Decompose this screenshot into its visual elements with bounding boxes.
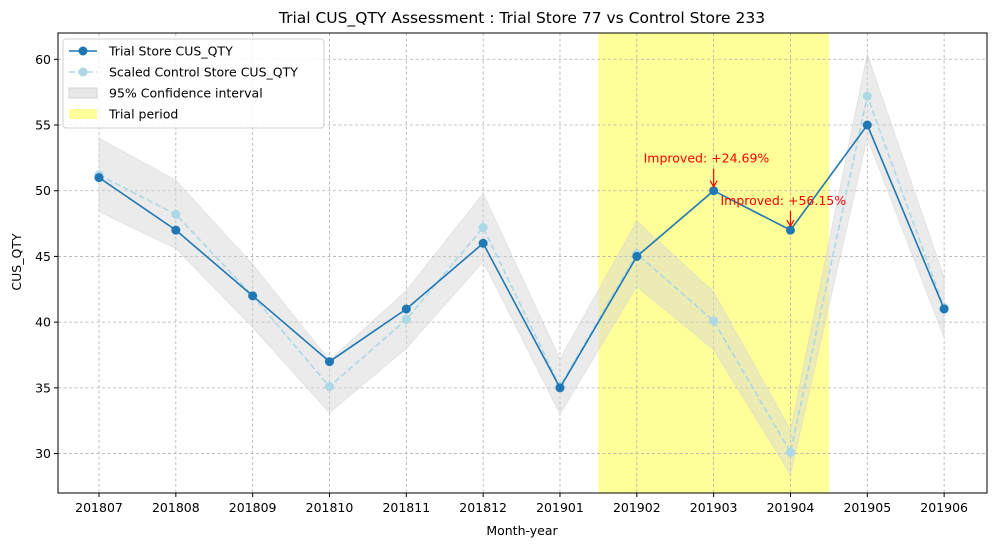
x-tick-label: 201807 [75,500,123,515]
legend-label-trial-period: Trial period [108,107,178,122]
legend-label-control: Scaled Control Store CUS_QTY [109,65,298,80]
x-tick-label: 201905 [843,500,891,515]
legend-marker-control [78,67,88,77]
series-line-0 [98,123,945,390]
y-tick-label: 55 [35,118,51,133]
legend-label-ci: 95% Confidence interval [109,86,263,101]
annotation-label: Improved: +56.15% [720,193,846,208]
series-0-point [862,120,872,130]
legend-label-trial: Trial Store CUS_QTY [108,44,233,59]
y-tick-label: 35 [35,380,51,395]
x-tick-label: 201903 [690,500,738,515]
series-1-point [709,316,719,326]
series-1-point [862,91,872,101]
y-tick-label: 60 [35,52,51,67]
legend-swatch-ci [68,87,98,99]
series-1-point [785,447,795,457]
series-0-point [709,186,719,196]
series-0-point [324,357,334,367]
legend: Trial Store CUS_QTY Scaled Control Store … [62,38,325,129]
y-tick-label: 45 [35,249,51,264]
y-tick-label: 50 [35,183,51,198]
x-tick-label: 201901 [536,500,584,515]
series-1-point [401,315,411,325]
x-tick-label: 201902 [613,500,661,515]
confidence-interval-band [98,52,945,476]
legend-marker-trial [78,46,88,56]
series-0-point [555,383,565,393]
y-axis-label: CUS_QTY [9,233,24,291]
series-line-1 [98,93,945,455]
series-0-point [171,225,181,235]
x-tick-label: 201810 [306,500,354,515]
x-tick-label: 201906 [920,500,968,515]
axes-frame [57,32,988,494]
x-tick-label: 201809 [229,500,277,515]
x-tick-label: 201904 [767,500,815,515]
y-tick-label: 30 [35,446,51,461]
x-tick-label: 201812 [459,500,507,515]
x-tick-label: 201808 [152,500,200,515]
x-axis-label: Month-year [486,523,558,538]
series-0-point [401,304,411,314]
series-0-point [632,251,642,261]
series-1-point [324,382,334,392]
legend-swatch-trial-period [69,109,97,119]
trial-period-band [598,33,829,493]
annotation-arrowhead [786,219,795,228]
series-1-point [171,209,181,219]
series-0-point [248,291,258,301]
series-0-point [785,225,795,235]
annotation-label: Improved: +24.69% [644,151,770,166]
series-0-point [939,304,949,314]
series-0-point [478,238,488,248]
annotation-arrowhead [709,180,718,188]
y-tick-label: 40 [35,315,51,330]
chart-title: Trial CUS_QTY Assessment : Trial Store 7… [278,9,765,28]
legend-box [62,38,325,129]
x-tick-label: 201811 [382,500,430,515]
series-0-point [94,173,104,183]
plot-area: 30 35 40 45 50 55 60 201807 201808 201809 201810 20… [35,32,988,515]
series-1-point [478,223,488,233]
